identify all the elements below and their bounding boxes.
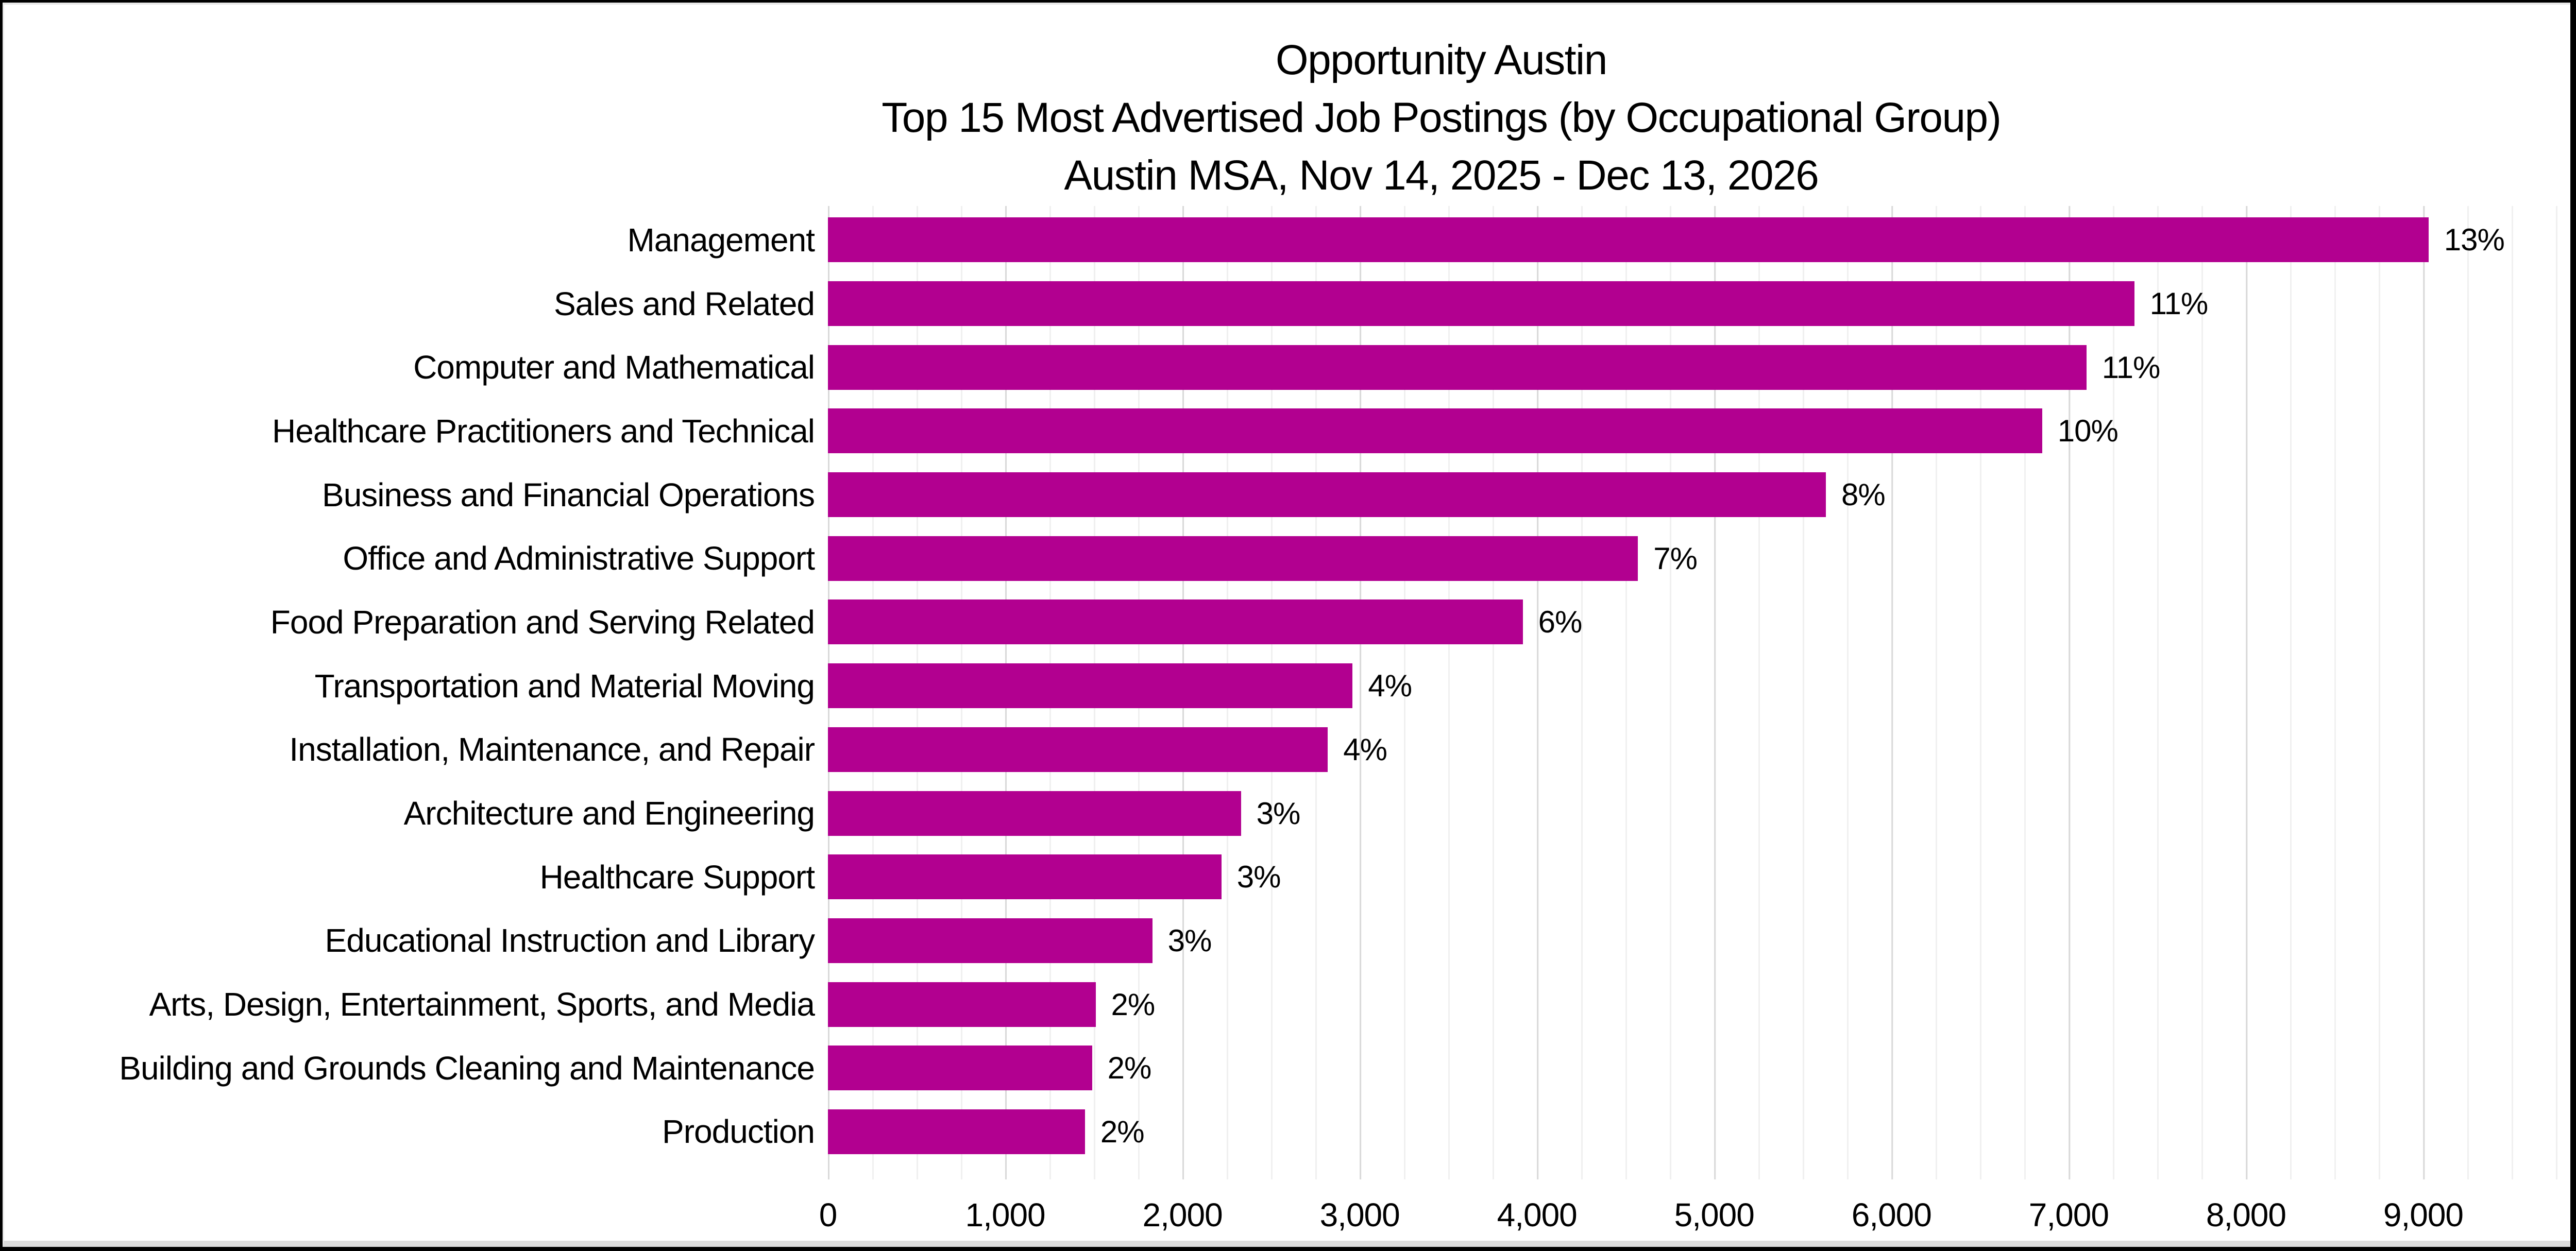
category-label: Food Preparation and Serving Related (270, 603, 815, 641)
bar-value-label: 2% (1100, 1114, 1145, 1149)
x-axis-tick-label: 7,000 (2028, 1196, 2109, 1233)
x-axis-tick-label: 6,000 (1851, 1196, 1932, 1233)
bar (828, 345, 2087, 390)
plot-area: 13% 11% 11% 10% 8% 7% 6% 4% 4% 3% 3% 3% … (828, 206, 2570, 1179)
category-label: Healthcare Support (539, 858, 815, 896)
bar-value-label: 11% (2149, 286, 2209, 321)
x-axis-tick-label: 1,000 (965, 1196, 1045, 1233)
bar-row: 2% (828, 1036, 2570, 1100)
bar-value-label: 10% (2057, 414, 2119, 449)
x-axis-tick-label: 5,000 (1674, 1196, 1755, 1233)
bar (828, 599, 1523, 645)
bar (828, 217, 2429, 263)
category-label: Installation, Maintenance, and Repair (289, 731, 815, 768)
bar-value-label: 8% (1841, 477, 1886, 512)
x-axis-tick-label: 4,000 (1497, 1196, 1578, 1233)
chart-title-block: Opportunity Austin Top 15 Most Advertise… (312, 31, 2570, 204)
bar (828, 536, 1638, 581)
category-label: Healthcare Practitioners and Technical (272, 412, 815, 450)
chart-subtitle: Top 15 Most Advertised Job Postings (by … (882, 94, 2002, 141)
bar (828, 791, 1241, 836)
bar (828, 854, 1222, 900)
bar-value-label: 3% (1167, 923, 1212, 958)
bar (828, 281, 2134, 327)
bar-value-label: 2% (1107, 1051, 1152, 1086)
bar (828, 1046, 1092, 1091)
chart-body: Management Sales and Related Computer and … (4, 206, 2570, 1179)
chart-caption: Austin MSA, Nov 14, 2025 - Dec 13, 2026 (1064, 152, 1819, 199)
bar-value-label: 6% (1538, 605, 1583, 640)
category-axis-labels: Management Sales and Related Computer and … (4, 206, 828, 1179)
bar (828, 982, 1096, 1027)
bar (828, 472, 1826, 518)
x-axis: 0 1,000 2,000 3,000 4,000 5,000 6,000 7,000 8,00… (819, 1185, 2570, 1241)
bar (828, 1109, 1085, 1154)
x-axis-tick-label: 0 (819, 1196, 838, 1233)
category-label: Production (662, 1113, 815, 1151)
x-axis-tick-label: 3,000 (1319, 1196, 1400, 1233)
bar-value-label: 7% (1653, 541, 1698, 576)
bar-value-label: 2% (1111, 987, 1156, 1022)
bar (828, 663, 1353, 709)
category-label: Computer and Mathematical (413, 349, 815, 386)
bar-value-label: 13% (2444, 222, 2505, 258)
category-label: Architecture and Engineering (403, 795, 815, 832)
bar-row: 3% (828, 909, 2570, 973)
x-axis-tick-label: 8,000 (2206, 1196, 2286, 1233)
category-label: Educational Instruction and Library (325, 922, 815, 959)
bar-row: 6% (828, 590, 2570, 654)
category-label: Business and Financial Operations (322, 476, 815, 513)
bar-row: 11% (828, 272, 2570, 336)
bar-row: 2% (828, 972, 2570, 1036)
bar-value-label: 4% (1343, 732, 1387, 767)
x-axis-tick-label: 9,000 (2383, 1196, 2464, 1233)
category-label: Office and Administrative Support (343, 540, 815, 577)
category-label: Sales and Related (553, 285, 815, 322)
bar-row: 4% (828, 654, 2570, 718)
x-axis-tick-label: 2,000 (1142, 1196, 1223, 1233)
bar-value-label: 3% (1256, 796, 1301, 831)
chart-window: Opportunity Austin Top 15 Most Advertise… (3, 3, 2570, 1247)
bar-row: 3% (828, 845, 2570, 909)
category-label: Building and Grounds Cleaning and Mainte… (119, 1049, 815, 1087)
bar-value-label: 4% (1368, 669, 1412, 704)
bar (828, 727, 1328, 772)
chart-title: Opportunity Austin (1275, 37, 1608, 83)
bar-row: 13% (828, 208, 2570, 272)
bar-row: 10% (828, 399, 2570, 463)
bar-row: 2% (828, 1100, 2570, 1164)
bar-row: 7% (828, 526, 2570, 590)
bar-row: 4% (828, 718, 2570, 782)
bar-row: 8% (828, 463, 2570, 527)
bar-row: 3% (828, 781, 2570, 845)
bar-value-label: 3% (1236, 860, 1281, 895)
category-label: Arts, Design, Entertainment, Sports, and… (149, 986, 815, 1023)
bar (828, 918, 1153, 963)
bar-row: 11% (828, 335, 2570, 399)
category-label: Management (627, 221, 815, 259)
category-label: Transportation and Material Moving (314, 667, 815, 705)
bar (828, 408, 2042, 454)
bar-value-label: 11% (2102, 350, 2161, 385)
